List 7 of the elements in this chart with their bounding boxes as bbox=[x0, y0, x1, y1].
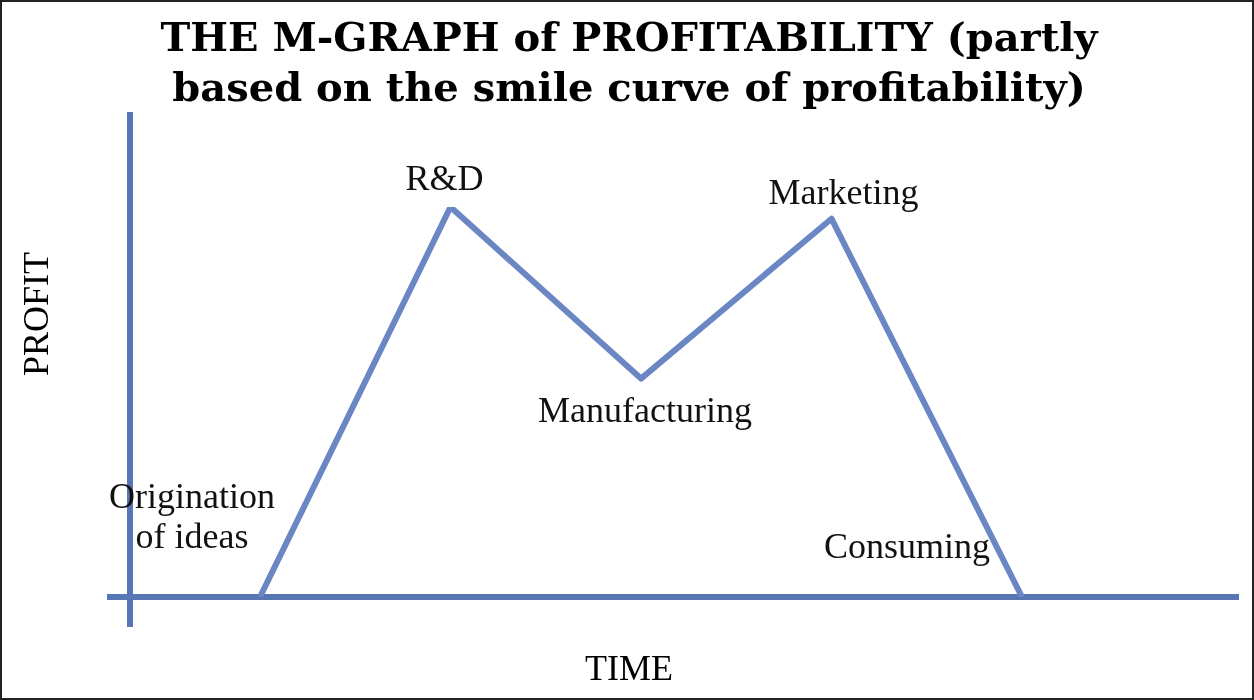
annotation: Consuming bbox=[823, 526, 991, 567]
annotation: Marketing bbox=[768, 172, 919, 213]
chart-title: THE M-GRAPH of PROFITABILITY (partly based on the smile curve of profitability) bbox=[159, 12, 1100, 112]
annotation: Manufacturing bbox=[538, 390, 752, 431]
x-axis-title: TIME bbox=[584, 647, 674, 689]
text: R&D bbox=[405, 158, 484, 199]
y-axis-title: PROFIT bbox=[15, 251, 57, 377]
